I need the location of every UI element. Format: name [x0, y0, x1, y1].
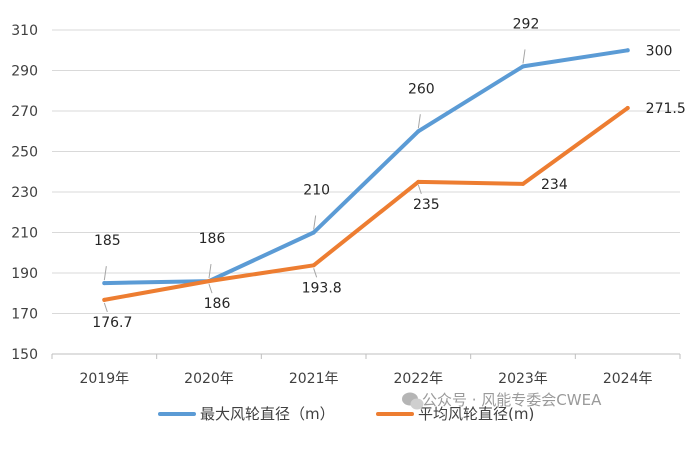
y-axis: 150 170 190 210 230 250 270 290 310	[11, 23, 38, 363]
data-label: 186	[204, 296, 231, 312]
leader-line	[417, 184, 422, 195]
y-tick-label: 270	[11, 104, 38, 120]
legend: 最大风轮直径（m） 平均风轮直径(m)	[158, 405, 534, 423]
x-tick-label: 2019年	[80, 371, 130, 387]
data-label: 193.8	[302, 280, 342, 296]
data-point	[102, 297, 107, 302]
y-tick-label: 150	[11, 347, 38, 363]
data-point	[521, 64, 525, 69]
legend-label: 平均风轮直径(m)	[418, 405, 534, 423]
series-line	[102, 106, 630, 302]
data-point	[625, 48, 630, 53]
y-tick-label: 170	[11, 307, 38, 323]
y-tick-label: 190	[11, 266, 38, 282]
x-tick-label: 2021年	[289, 371, 339, 387]
data-label: 292	[513, 16, 540, 32]
data-label: 210	[303, 183, 330, 199]
data-label: 260	[408, 81, 435, 97]
data-point	[521, 181, 525, 186]
leader-line	[417, 114, 421, 129]
data-point	[625, 105, 630, 110]
x-tick-label: 2023年	[498, 371, 548, 387]
y-tick-label: 310	[11, 23, 38, 39]
data-label: 176.7	[92, 315, 132, 331]
y-tick-label: 250	[11, 145, 38, 161]
y-tick-label: 290	[11, 64, 38, 80]
data-point	[416, 129, 421, 134]
y-tick-label: 210	[11, 226, 38, 242]
wechat-icon-bubble	[410, 398, 424, 410]
data-point	[311, 263, 316, 268]
leader-line	[522, 49, 526, 64]
leader-line	[103, 302, 108, 313]
data-label: 300	[646, 43, 673, 59]
data-point	[416, 179, 421, 184]
x-tick-label: 2022年	[394, 371, 444, 387]
watermark-text: 公众号 · 风能专委会CWEA	[422, 391, 602, 409]
x-tick-label: 2020年	[184, 371, 234, 387]
y-tick-label: 230	[11, 185, 38, 201]
data-label: 234	[541, 177, 568, 193]
series-line	[102, 48, 630, 286]
legend-label: 最大风轮直径（m）	[200, 405, 335, 423]
data-label: 186	[199, 231, 226, 247]
leader-line	[208, 264, 212, 279]
wechat-icon	[402, 392, 424, 410]
data-label: 185	[94, 233, 121, 249]
data-point	[311, 230, 316, 235]
x-tick-label: 2024年	[603, 371, 653, 387]
watermark: 公众号 · 风能专委会CWEA	[402, 391, 602, 410]
data-point	[207, 279, 211, 284]
data-label: 271.5	[646, 101, 686, 117]
leader-line	[103, 266, 107, 281]
leader-line	[313, 215, 317, 230]
gridlines	[52, 29, 680, 355]
leader-line	[208, 283, 213, 294]
series-group	[102, 48, 630, 302]
data-label: 235	[413, 197, 440, 213]
leader-line	[313, 268, 318, 278]
data-labels: 185 186 210 260 292 300 176.7 186 193.8 235 234 271…	[92, 16, 685, 330]
data-point	[102, 281, 107, 286]
x-axis: 2019年 2020年 2021年 2022年 2023年 2024年	[51, 354, 681, 387]
